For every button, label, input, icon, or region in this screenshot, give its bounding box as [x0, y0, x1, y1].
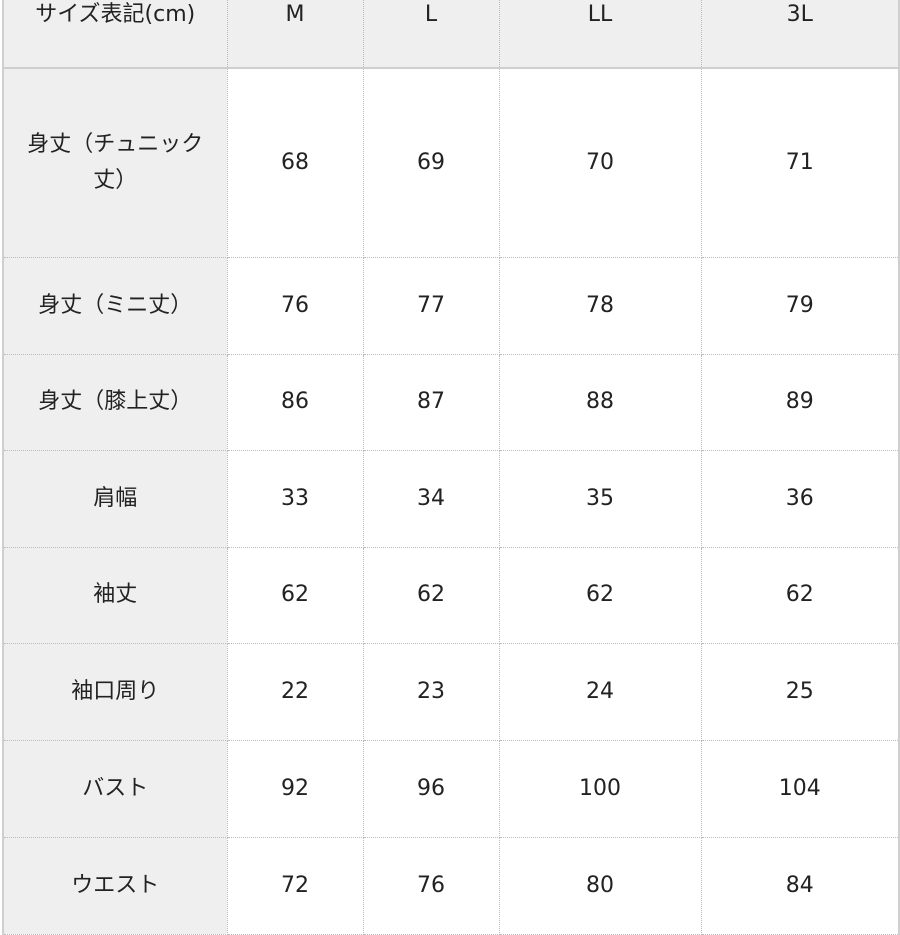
size-value-cell: 87	[363, 354, 500, 451]
row-label: ウエスト	[3, 837, 228, 935]
size-value-cell: 76	[363, 837, 500, 935]
row-label: 身丈（膝上丈）	[3, 354, 228, 451]
size-value-cell: 62	[499, 547, 702, 644]
row-label: 身丈（チュニック丈）	[3, 68, 228, 258]
header-l: L	[363, 0, 500, 69]
size-value-cell: 84	[701, 837, 900, 935]
row-label: 袖口周り	[3, 643, 228, 741]
size-value-cell: 80	[499, 837, 702, 935]
header-m: M	[227, 0, 364, 69]
size-value-cell: 70	[499, 68, 702, 258]
table-row: 身丈（ミニ丈） 76 77 78 79	[3, 257, 900, 355]
size-value-cell: 36	[701, 450, 900, 548]
table-header-row: サイズ表記(cm) M L LL 3L	[3, 0, 900, 69]
size-value-cell: 62	[363, 547, 500, 644]
size-value-cell: 62	[701, 547, 900, 644]
size-value-cell: 86	[227, 354, 364, 451]
size-value-cell: 72	[227, 837, 364, 935]
size-value-cell: 71	[701, 68, 900, 258]
header-3l: 3L	[701, 0, 900, 69]
size-value-cell: 25	[701, 643, 900, 741]
size-value-cell: 100	[499, 740, 702, 838]
size-value-cell: 104	[701, 740, 900, 838]
size-value-cell: 22	[227, 643, 364, 741]
size-value-cell: 35	[499, 450, 702, 548]
table-row: 袖丈 62 62 62 62	[3, 547, 900, 644]
size-value-cell: 34	[363, 450, 500, 548]
row-label: 肩幅	[3, 450, 228, 548]
row-label: 身丈（ミニ丈）	[3, 257, 228, 355]
size-value-cell: 76	[227, 257, 364, 355]
row-label: バスト	[3, 740, 228, 838]
table-row: 肩幅 33 34 35 36	[3, 450, 900, 548]
header-size-label: サイズ表記(cm)	[3, 0, 228, 69]
size-value-cell: 92	[227, 740, 364, 838]
row-label: 袖丈	[3, 547, 228, 644]
size-value-cell: 96	[363, 740, 500, 838]
size-value-cell: 69	[363, 68, 500, 258]
size-value-cell: 88	[499, 354, 702, 451]
size-value-cell: 68	[227, 68, 364, 258]
size-value-cell: 33	[227, 450, 364, 548]
table-row: ウエスト 72 76 80 84	[3, 837, 900, 935]
size-value-cell: 62	[227, 547, 364, 644]
table-row: バスト 92 96 100 104	[3, 740, 900, 838]
size-value-cell: 79	[701, 257, 900, 355]
table-row: 身丈（膝上丈） 86 87 88 89	[3, 354, 900, 451]
table-row: 身丈（チュニック丈） 68 69 70 71	[3, 68, 900, 258]
size-value-cell: 89	[701, 354, 900, 451]
size-value-cell: 77	[363, 257, 500, 355]
size-value-cell: 24	[499, 643, 702, 741]
size-value-cell: 23	[363, 643, 500, 741]
size-value-cell: 78	[499, 257, 702, 355]
table-row: 袖口周り 22 23 24 25	[3, 643, 900, 741]
header-ll: LL	[499, 0, 702, 69]
